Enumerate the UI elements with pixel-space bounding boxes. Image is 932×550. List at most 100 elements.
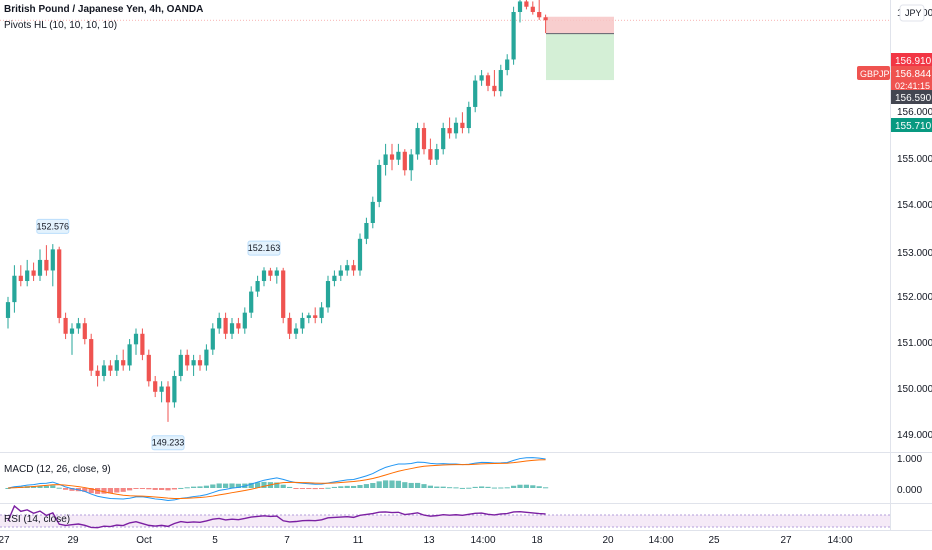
- rsi-band: [0, 515, 890, 527]
- macd-histogram-bar: [43, 485, 49, 488]
- candle: [249, 291, 254, 313]
- macd-histogram-bar: [101, 488, 107, 494]
- macd-histogram-bar: [523, 484, 529, 488]
- candle: [44, 259, 49, 271]
- candle: [428, 149, 433, 160]
- candle: [313, 315, 318, 318]
- candle: [345, 265, 350, 271]
- candle: [319, 307, 324, 318]
- pivot-label: 152.576: [37, 221, 70, 231]
- rsi-legend[interactable]: RSI (14, close): [4, 514, 71, 525]
- candle: [50, 249, 55, 271]
- macd-histogram-bar: [197, 486, 203, 488]
- macd-histogram-bar: [389, 480, 395, 488]
- candle: [268, 270, 273, 276]
- currency-label: JPY: [905, 8, 922, 18]
- macd-histogram-bar: [491, 487, 497, 489]
- macd-histogram-bar: [146, 488, 152, 490]
- time-tick-label: 11: [353, 535, 364, 546]
- macd-histogram-bar: [139, 488, 145, 489]
- time-tick-label: 14:00: [470, 535, 495, 546]
- signal-line: [7, 459, 546, 499]
- candle: [178, 354, 183, 376]
- macd-histogram-bar: [421, 484, 427, 488]
- macd-histogram-bar: [447, 487, 453, 489]
- candle: [127, 344, 132, 366]
- price-tick-label: 150.000: [897, 384, 932, 395]
- candle: [543, 17, 548, 21]
- time-tick-label: 25: [708, 535, 720, 546]
- macd-histogram-bar: [472, 486, 478, 488]
- macd-histogram-bar: [235, 483, 241, 488]
- last-price-tag: [891, 66, 932, 92]
- candle: [121, 360, 126, 366]
- macd-histogram-bar: [408, 482, 414, 488]
- pivot-label-box: [151, 435, 185, 451]
- macd-histogram-bar: [357, 485, 363, 488]
- macd-histogram-bar: [459, 487, 465, 489]
- candle: [370, 201, 375, 223]
- macd-histogram-bar: [37, 485, 43, 488]
- time-tick-label: 18: [531, 535, 543, 546]
- candle: [530, 6, 535, 12]
- candle: [153, 381, 158, 392]
- candle: [185, 354, 190, 366]
- time-tick-label: 7: [284, 535, 290, 546]
- candle: [223, 317, 228, 334]
- price-tick-label: 155.000: [897, 154, 932, 165]
- time-tick-label: 20: [602, 535, 614, 546]
- candle: [165, 386, 171, 403]
- candle: [453, 122, 459, 134]
- candle: [473, 80, 478, 107]
- candle: [383, 154, 388, 165]
- macd-histogram-bar: [370, 483, 376, 488]
- pivot-label-box: [36, 218, 70, 234]
- macd-histogram-bar: [344, 485, 350, 488]
- candle: [517, 1, 523, 13]
- macd-histogram-bar: [466, 487, 472, 489]
- macd-histogram-bar: [203, 485, 209, 488]
- candle: [12, 275, 17, 303]
- candle: [351, 265, 356, 271]
- currency-badge[interactable]: [899, 4, 925, 22]
- macd-histogram-bar: [5, 488, 11, 489]
- macd-histogram-bar: [280, 484, 286, 488]
- candle: [287, 317, 292, 334]
- candle: [108, 365, 113, 371]
- indicator-legend[interactable]: Pivots HL (10, 10, 10, 10): [4, 20, 118, 31]
- candle: [415, 128, 420, 155]
- candle: [377, 164, 382, 202]
- macd-histogram-bar: [216, 483, 222, 488]
- countdown-label: 02:41:15: [895, 81, 930, 91]
- candle: [409, 154, 414, 171]
- target-price-tag: [891, 118, 932, 132]
- macd-histogram-bar: [440, 486, 446, 488]
- macd-histogram-bar: [517, 484, 523, 488]
- macd-histogram-bar: [338, 486, 344, 488]
- stop-price-tag: [891, 53, 932, 67]
- macd-histogram-bar: [376, 481, 382, 488]
- macd-histogram-bar: [383, 480, 389, 488]
- symbol-title[interactable]: British Pound / Japanese Yen, 4h, OANDA: [4, 4, 203, 15]
- macd-histogram-bar: [504, 487, 510, 489]
- candle: [114, 360, 119, 371]
- price-tick-label: 153.000: [897, 248, 932, 259]
- macd-histogram-bar: [479, 486, 485, 488]
- macd-histogram-bar: [319, 488, 325, 489]
- candle: [242, 312, 247, 329]
- macd-histogram-bar: [415, 482, 421, 488]
- take-profit-zone: [546, 33, 614, 81]
- candle: [210, 328, 215, 350]
- candle: [466, 106, 471, 129]
- candle: [204, 349, 209, 366]
- macd-legend[interactable]: MACD (12, 26, close, 9): [4, 464, 111, 475]
- macd-histogram-bar: [331, 486, 337, 488]
- candle: [306, 315, 311, 318]
- macd-tick-label: 0.000: [897, 485, 922, 496]
- macd-histogram-bar: [210, 484, 216, 488]
- candle: [434, 149, 439, 160]
- time-tick-label: 13: [423, 535, 435, 546]
- candle: [261, 270, 267, 282]
- candle: [485, 75, 491, 86]
